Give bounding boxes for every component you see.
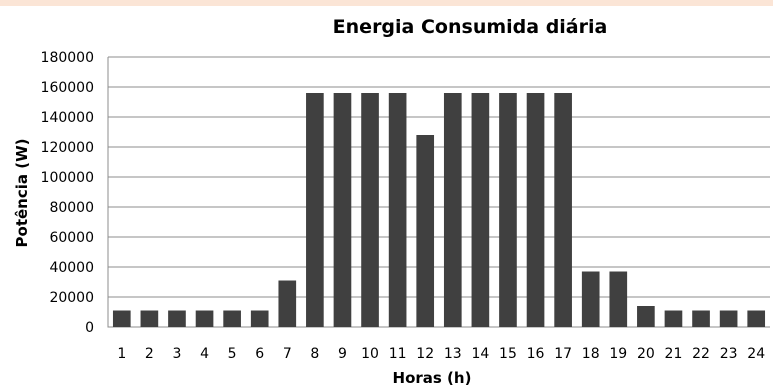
- bar: [581, 271, 600, 327]
- bar: [112, 310, 131, 327]
- bar: [747, 310, 766, 327]
- bar: [499, 93, 517, 327]
- gridlines: [107, 56, 770, 328]
- x-tick-label: 3: [172, 346, 181, 362]
- bar: [388, 93, 407, 327]
- x-tick-label: 17: [554, 346, 572, 362]
- x-tick-label: 14: [471, 346, 489, 362]
- x-tick-label: 16: [527, 346, 545, 362]
- bar: [416, 135, 435, 327]
- bars: [112, 93, 766, 327]
- x-tick-label: 10: [361, 346, 379, 362]
- bar: [719, 310, 738, 327]
- bar: [609, 271, 628, 327]
- y-tick-label: 140000: [41, 110, 94, 126]
- x-tick-label: 13: [444, 346, 462, 362]
- x-tick-label: 7: [283, 346, 292, 362]
- x-tick-label: 23: [720, 346, 738, 362]
- x-tick-label: 8: [310, 346, 319, 362]
- x-tick-label: 12: [416, 346, 434, 362]
- chart-title: Energia Consumida diária: [333, 16, 608, 38]
- x-tick-label: 4: [200, 346, 209, 362]
- bar: [664, 310, 683, 327]
- y-tick-label: 80000: [49, 200, 94, 216]
- x-tick-label: 18: [582, 346, 600, 362]
- x-tick-label: 21: [665, 346, 683, 362]
- x-tick-label: 19: [609, 346, 627, 362]
- bar: [168, 310, 186, 327]
- bar: [637, 306, 655, 327]
- bar: [692, 310, 710, 327]
- x-axis-title: Horas (h): [393, 369, 472, 387]
- x-tick-label: 11: [389, 346, 407, 362]
- x-tick-label: 1: [117, 346, 126, 362]
- x-tick-label: 9: [338, 346, 347, 362]
- x-tick-label: 5: [228, 346, 237, 362]
- x-tick-label: 20: [637, 346, 655, 362]
- x-tick-label: 22: [692, 346, 710, 362]
- y-tick-label: 120000: [41, 140, 94, 156]
- y-tick-label: 0: [85, 320, 94, 336]
- y-tick-label: 100000: [41, 170, 94, 186]
- bar: [526, 93, 545, 327]
- bar: [333, 93, 352, 327]
- bar: [223, 310, 241, 327]
- bar: [140, 310, 159, 327]
- x-tick-label: 15: [499, 346, 517, 362]
- bar: [195, 310, 214, 327]
- bar: [443, 93, 462, 327]
- x-tick-label: 24: [747, 346, 765, 362]
- axis-line: [107, 57, 770, 328]
- x-tick-label: 6: [255, 346, 264, 362]
- y-tick-label: 60000: [49, 230, 94, 246]
- bar: [306, 93, 324, 327]
- bar: [361, 93, 379, 327]
- bar: [554, 93, 572, 327]
- y-tick-label: 20000: [49, 290, 94, 306]
- y-axis-tick-labels: 0 20000 40000 60000 80000 100000 120000 140000 1…: [41, 50, 94, 336]
- y-tick-label: 160000: [41, 80, 94, 96]
- y-tick-label: 40000: [49, 260, 94, 276]
- top-accent-strip: [0, 0, 773, 6]
- bar: [250, 310, 269, 327]
- y-axis-title: Potência (W): [13, 139, 31, 248]
- x-tick-label: 2: [145, 346, 154, 362]
- bar: [278, 280, 297, 327]
- y-tick-label: 180000: [41, 50, 94, 66]
- bar: [471, 93, 490, 327]
- x-axis-tick-labels: 1 2 3 4 5 6 7 8 9 10 11 12 13 14 15 16 17 18 19 20 21 22 23 24: [117, 346, 765, 362]
